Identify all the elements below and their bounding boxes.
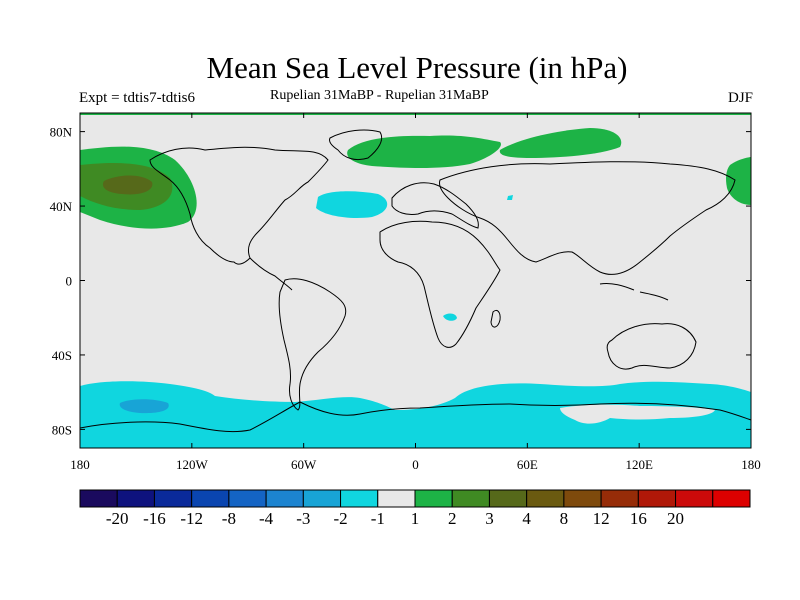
colorbar-swatch: [265, 489, 304, 508]
colorbar-swatch: [563, 489, 602, 508]
coast-europe: [391, 182, 479, 229]
map-plot-area: [80, 113, 751, 448]
colorbar-swatch: [526, 489, 565, 508]
coastlines: [80, 129, 751, 433]
antarctic-grey-1: [560, 404, 715, 424]
experiment-label: Expt = tdtis7-tdtis6: [79, 90, 195, 106]
colorbar-swatch: [153, 489, 193, 508]
latitude-axis: 80N 40N 0 40S 80S: [50, 125, 751, 437]
colorbar-swatch: [414, 489, 453, 508]
coast-central-america: [249, 257, 293, 291]
east-pacific-anomaly: [726, 157, 751, 205]
lon-label: 180: [70, 457, 90, 472]
colorbar-label: -2: [333, 509, 347, 528]
colorbar-swatch: [451, 489, 490, 508]
colorbar-swatch: [340, 489, 379, 508]
colorbar: -20 -16 -12 -8 -4 -3 -2 -1 1 2 3 4 8 12 16 20: [79, 489, 751, 528]
siberia-anomaly: [499, 128, 622, 158]
colorbar-label: 12: [593, 509, 610, 528]
colorbar-label: 20: [667, 509, 684, 528]
colorbar-swatch: [228, 489, 267, 508]
colorbar-label: 8: [560, 509, 569, 528]
longitude-axis: 180 120W 60W 0 60E 120E 180: [70, 113, 761, 472]
coast-north-america: [149, 146, 329, 265]
atlantic-low-anomaly: [316, 191, 388, 218]
colorbar-swatch: [116, 489, 155, 508]
coast-asia: [439, 161, 736, 275]
season-label: DJF: [727, 90, 753, 106]
coast-africa: [379, 220, 501, 348]
south-africa-anomaly: [443, 313, 457, 321]
colorbar-swatch: [377, 489, 416, 508]
map-title: Mean Sea Level Pressure (in hPa): [206, 50, 628, 85]
southern-deep-low: [119, 399, 169, 414]
colorbar-swatch: [712, 489, 751, 508]
coast-south-america: [278, 278, 347, 411]
colorbar-label: -12: [180, 509, 203, 528]
colorbar-label: 2: [448, 509, 457, 528]
lon-label: 0: [412, 457, 419, 472]
colorbar-label: -3: [296, 509, 310, 528]
colorbar-swatch: [488, 489, 528, 508]
colorbar-swatch: [79, 489, 118, 508]
colorbar-label: -1: [371, 509, 385, 528]
colorbar-label: -16: [143, 509, 166, 528]
lat-label: 40N: [50, 199, 73, 214]
colorbar-label: -20: [106, 509, 129, 528]
colorbar-swatch: [302, 489, 342, 508]
lat-label: 80S: [52, 422, 72, 437]
pacific-anomaly-4: [102, 175, 153, 195]
colorbar-swatch: [637, 489, 677, 508]
coast-australia: [606, 323, 697, 370]
lat-label: 80N: [50, 125, 73, 140]
lon-label: 120E: [625, 457, 653, 472]
colorbar-swatch: [675, 489, 714, 508]
lon-label: 120W: [176, 457, 209, 472]
colorbar-label: -8: [222, 509, 236, 528]
colorbar-swatch: [191, 489, 230, 508]
lon-label: 180: [741, 457, 761, 472]
colorbar-swatch: [600, 489, 639, 508]
colorbar-label: 16: [630, 509, 647, 528]
colorbar-label: 3: [485, 509, 494, 528]
period-subtitle: Rupelian 31MaBP - Rupelian 31MaBP: [270, 88, 489, 103]
coast-indonesia: [599, 283, 669, 301]
lat-label: 40S: [52, 348, 72, 363]
colorbar-label: 1: [411, 509, 420, 528]
lon-label: 60E: [517, 457, 538, 472]
eurasia-anomaly: [347, 135, 501, 168]
lat-label: 0: [66, 274, 73, 289]
coast-greenland: [329, 129, 383, 161]
arabia-anomaly: [507, 195, 513, 200]
southern-low-band: [80, 381, 751, 448]
colorbar-label: -4: [259, 509, 274, 528]
colorbar-label: 4: [522, 509, 531, 528]
coast-madagascar: [490, 309, 501, 328]
lon-label: 60W: [291, 457, 317, 472]
coast-antarctica: [80, 401, 751, 433]
